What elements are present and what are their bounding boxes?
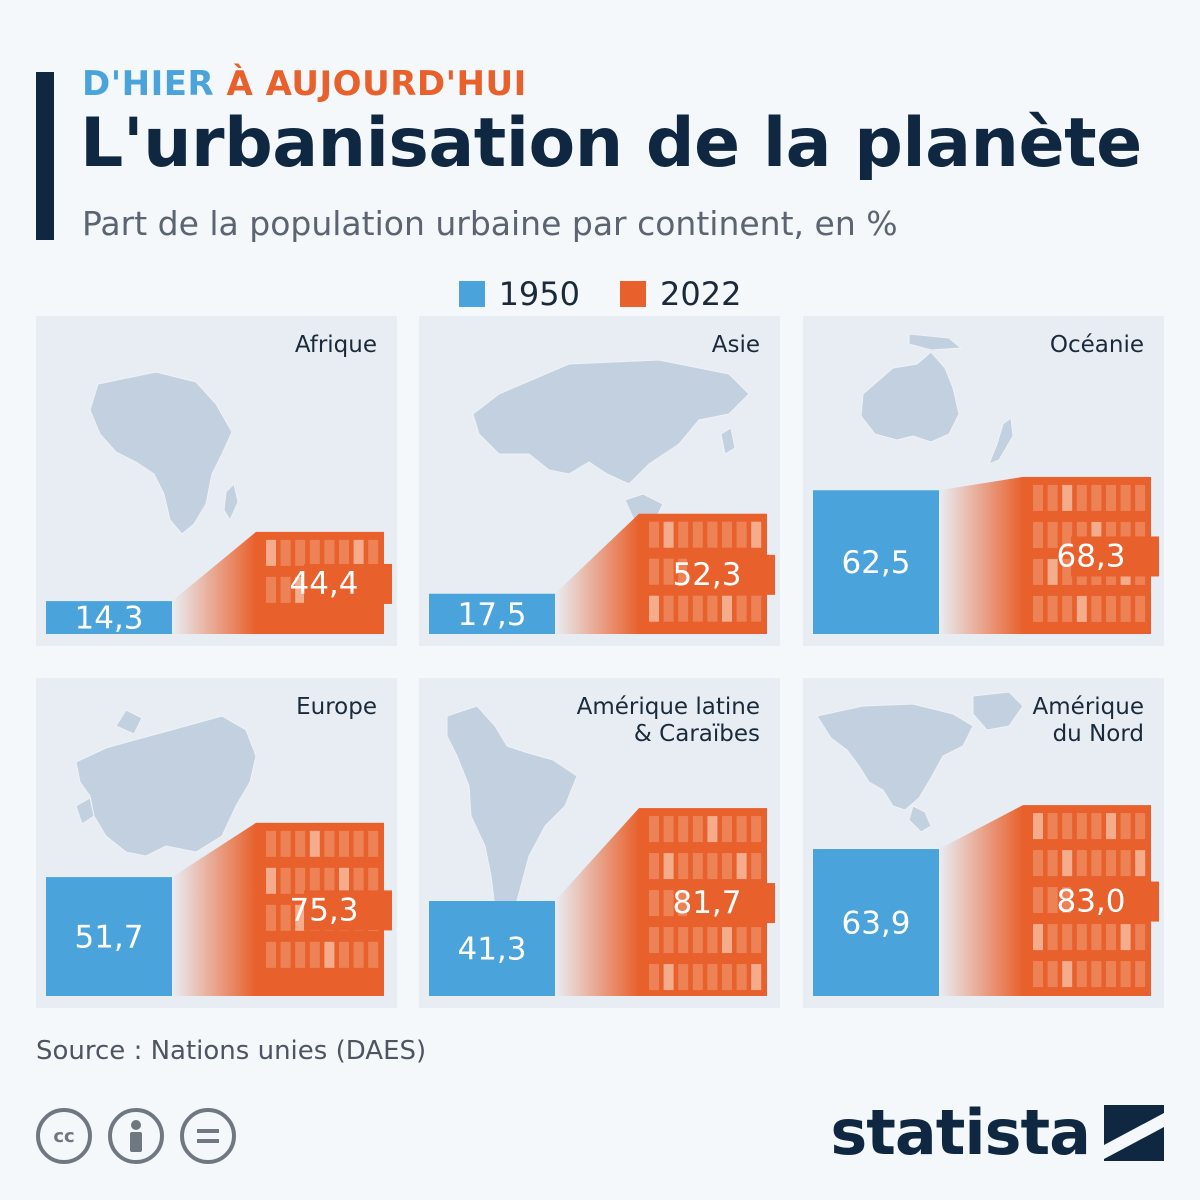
bar-1950: [46, 601, 172, 634]
north-america-map-icon: [816, 691, 1024, 833]
license-icons: cc: [36, 1108, 236, 1164]
legend-item-2022: 2022: [620, 275, 741, 313]
value-label-2022: 81,7: [672, 885, 741, 921]
brand-logo: statista: [830, 1096, 1164, 1169]
value-label-bg: [304, 890, 392, 931]
panel-chart-1: 14,3 44,4: [46, 371, 392, 637]
building-windows: [1033, 813, 1146, 988]
value-label-bg: [687, 883, 775, 924]
panel-chart-6: 63,9 83,0: [813, 691, 1159, 996]
value-label-1950: 17,5: [457, 597, 526, 633]
connector: [172, 531, 256, 634]
panel-chart-4: 51,7 75,3: [46, 709, 392, 996]
continent-label-line: Asie: [711, 332, 760, 358]
legend-item-1950: 1950: [458, 275, 580, 313]
value-label-1950: 51,7: [74, 920, 143, 956]
value-label-bg: [687, 554, 775, 595]
connector: [939, 805, 1023, 996]
panel-5: 41,3 81,7 Amérique latine & Caraïbes: [419, 678, 780, 1008]
asia-map-icon: [472, 359, 750, 523]
building-windows: [649, 816, 762, 991]
continent-label: Asie: [712, 332, 760, 359]
source-note: Source : Nations unies (DAES): [36, 1036, 427, 1066]
connector: [172, 822, 256, 996]
statista-logo-icon: [1104, 1104, 1164, 1161]
legend-swatch-1950: [458, 281, 485, 307]
oceania-map-icon: [860, 333, 1014, 465]
kicker: D'HIER À AUJOURD'HUI: [82, 64, 527, 104]
bar-1950: [813, 849, 939, 996]
continent-label: Amérique du Nord: [1033, 694, 1144, 748]
continent-label-line: & Caraïbes: [633, 721, 760, 747]
by-icon: [108, 1108, 164, 1164]
value-label-2022: 68,3: [1056, 538, 1125, 574]
page-title: L'urbanisation de la planète: [80, 104, 1142, 183]
nd-icon: [180, 1108, 236, 1164]
continent-label-line: du Nord: [1052, 721, 1144, 747]
panel-chart-2: 17,5 52,3: [429, 359, 775, 634]
bar-1950: [429, 593, 555, 634]
continent-label-line: Océanie: [1049, 332, 1144, 358]
europe-map-icon: [75, 709, 257, 857]
continent-label-line: Amérique: [1032, 694, 1144, 720]
value-label-bg: [304, 563, 392, 604]
brand-name: statista: [830, 1096, 1091, 1169]
panel-chart-5: 41,3 81,7: [429, 705, 775, 996]
value-label-bg: [1071, 881, 1159, 922]
value-label-1950: 62,5: [841, 545, 910, 581]
value-label-2022: 75,3: [289, 892, 358, 928]
value-label-1950: 63,9: [841, 906, 910, 942]
cc-icon: cc: [36, 1108, 92, 1164]
latin-america-map-icon: [446, 705, 578, 938]
connector: [555, 513, 639, 634]
value-label-2022: 83,0: [1056, 884, 1125, 920]
legend: 1950 2022: [0, 272, 1200, 316]
continent-label: Amérique latine & Caraïbes: [577, 694, 760, 748]
panel-3: 62,5 68,3 Océanie: [803, 316, 1164, 646]
kicker-part1: D'HIER: [82, 64, 215, 104]
panel-1: 14,3 44,4 Afrique: [36, 316, 397, 646]
panel-4: 51,7 75,3 Europe: [36, 678, 397, 1008]
value-label-2022: 52,3: [672, 557, 741, 593]
accent-bar: [36, 72, 54, 240]
bar-1950: [813, 490, 939, 634]
legend-swatch-2022: [620, 281, 646, 307]
continent-label: Afrique: [295, 332, 377, 359]
bar-1950: [429, 901, 555, 996]
legend-label-1950: 1950: [498, 275, 580, 313]
panel-2: 17,5 52,3 Asie: [419, 316, 780, 646]
panel-6: 63,9 83,0 Amérique du Nord: [803, 678, 1164, 1008]
value-label-2022: 44,4: [289, 566, 358, 602]
value-label-bg: [1071, 536, 1159, 577]
bar-1950: [46, 877, 172, 996]
value-label-1950: 41,3: [457, 932, 526, 968]
africa-map-icon: [89, 371, 239, 535]
continent-label: Europe: [296, 694, 377, 721]
legend-label-2022: 2022: [660, 275, 742, 313]
panel-chart-3: 62,5 68,3: [813, 333, 1159, 634]
value-label-1950: 14,3: [74, 601, 143, 637]
continent-label: Océanie: [1050, 332, 1144, 359]
connector: [555, 808, 639, 996]
connector: [939, 476, 1023, 634]
continent-label-line: Europe: [296, 694, 377, 720]
continent-label-line: Amérique latine: [576, 694, 760, 720]
continent-label-line: Afrique: [294, 332, 377, 358]
page-subtitle: Part de la population urbaine par contin…: [82, 204, 898, 243]
kicker-part2: À AUJOURD'HUI: [226, 64, 527, 104]
